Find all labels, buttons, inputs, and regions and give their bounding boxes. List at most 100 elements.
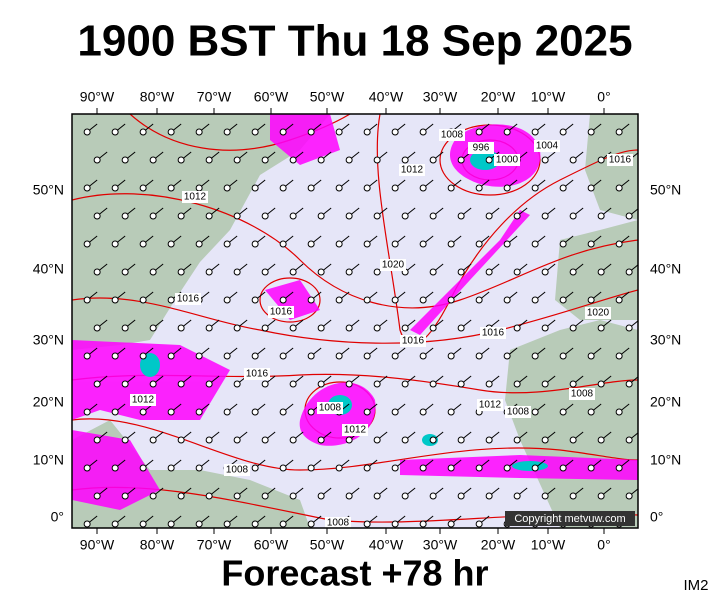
station (195, 240, 203, 248)
station (419, 464, 427, 472)
station (531, 464, 539, 472)
station (149, 492, 157, 500)
longitude-label-top: 70°W (197, 89, 232, 105)
station (429, 436, 437, 444)
station (363, 296, 371, 304)
station (223, 240, 231, 248)
station (363, 520, 371, 528)
station (531, 296, 539, 304)
station (615, 240, 623, 248)
longitude-label-top: 80°W (140, 89, 175, 105)
station (587, 184, 595, 192)
station (429, 492, 437, 500)
station (83, 520, 91, 528)
isobar-label-box (268, 306, 294, 318)
station (625, 212, 633, 220)
isobar-label-box (317, 402, 343, 414)
station (251, 296, 259, 304)
isobar-label: 1008 (571, 389, 594, 400)
station (195, 128, 203, 136)
isobar-label: 1016 (177, 294, 200, 305)
station (391, 240, 399, 248)
station (251, 408, 259, 416)
station (429, 324, 437, 332)
station (307, 128, 315, 136)
station (559, 352, 567, 360)
latitude-label-left: 50°N (33, 182, 64, 198)
longitude-label-bottom: 30°W (423, 537, 458, 553)
isobar-label: 1016 (609, 155, 632, 166)
isobar-label: 1008 (319, 403, 342, 414)
station (531, 128, 539, 136)
station (83, 240, 91, 248)
station (429, 380, 437, 388)
station (569, 212, 577, 220)
station (261, 492, 269, 500)
station (149, 156, 157, 164)
station (177, 436, 185, 444)
station (317, 380, 325, 388)
station (279, 240, 287, 248)
station (289, 436, 297, 444)
station (587, 352, 595, 360)
latitude-label-right: 40°N (650, 261, 681, 277)
station (475, 128, 483, 136)
station (391, 352, 399, 360)
isobar-label: 1008 (507, 407, 530, 418)
station (615, 296, 623, 304)
station (167, 464, 175, 472)
station (93, 212, 101, 220)
station (317, 268, 325, 276)
station (485, 380, 493, 388)
station (121, 324, 129, 332)
latitude-label-left: 0° (51, 509, 64, 525)
station (597, 212, 605, 220)
station (625, 380, 633, 388)
station (167, 296, 175, 304)
station (391, 464, 399, 472)
station (177, 212, 185, 220)
isobar-label: 1016 (482, 328, 505, 339)
station (279, 520, 287, 528)
station (615, 464, 623, 472)
isobar-label-box (182, 191, 208, 203)
station (167, 128, 175, 136)
station (457, 380, 465, 388)
copyright: Copyright metvuw.com (514, 513, 625, 525)
station (597, 380, 605, 388)
longitude-label-bottom: 80°W (140, 537, 175, 553)
isobar-label: 1016 (270, 307, 293, 318)
station (363, 184, 371, 192)
station (345, 156, 353, 164)
station (391, 408, 399, 416)
station (363, 128, 371, 136)
station (335, 352, 343, 360)
station (177, 156, 185, 164)
isobar-label-box (534, 140, 560, 152)
station (541, 436, 549, 444)
station (139, 520, 147, 528)
station (457, 324, 465, 332)
station (233, 380, 241, 388)
station (373, 380, 381, 388)
station (419, 296, 427, 304)
longitude-label-bottom: 60°W (254, 537, 289, 553)
station (401, 380, 409, 388)
station (457, 212, 465, 220)
station (251, 520, 259, 528)
station (205, 436, 213, 444)
station (531, 240, 539, 248)
station (167, 408, 175, 416)
station (447, 352, 455, 360)
station (401, 436, 409, 444)
station (391, 520, 399, 528)
station (401, 212, 409, 220)
station (233, 492, 241, 500)
station (363, 352, 371, 360)
isobar-label-box (399, 164, 425, 176)
isobar-label: 1008 (327, 518, 350, 529)
station (149, 380, 157, 388)
station (279, 464, 287, 472)
longitude-label-top: 90°W (80, 89, 115, 105)
station (615, 184, 623, 192)
